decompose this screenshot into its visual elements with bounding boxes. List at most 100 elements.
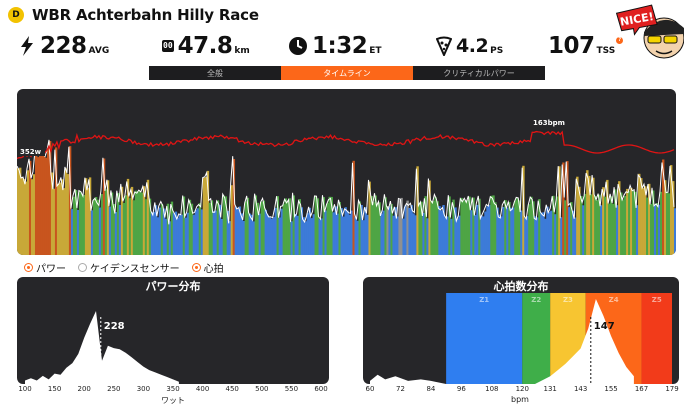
power-bar [366, 214, 369, 255]
power-bar [272, 217, 276, 255]
power-bar [550, 210, 553, 255]
power-bar [26, 170, 30, 255]
legend-hr-label: 心拍 [203, 264, 224, 275]
power-bar [568, 207, 571, 255]
power-bar [642, 187, 645, 255]
power-bar [432, 201, 435, 255]
power-dist-title: パワー分布 [145, 280, 201, 293]
power-bar [600, 205, 603, 255]
peak-power-marker: 352w [17, 146, 45, 156]
power-bar [438, 206, 441, 255]
axis-tick: 108 [485, 385, 499, 393]
power-bar [442, 205, 445, 255]
tab-critical-power[interactable]: クリティカルパワー [413, 66, 545, 80]
power-bar [292, 195, 295, 255]
view-tabs: 全般 タイムライン クリティカルパワー [149, 66, 545, 80]
power-bar [238, 206, 242, 255]
power-bar [302, 217, 305, 255]
power-bar [372, 202, 375, 255]
power-bar [206, 170, 210, 255]
power-bar [346, 210, 349, 255]
power-bar [554, 214, 557, 255]
timeline-chart[interactable]: 163bpm 352w [17, 89, 676, 255]
power-bar [338, 202, 341, 255]
power-bar [666, 191, 669, 255]
power-bar [606, 179, 609, 255]
distribution-area [25, 311, 179, 384]
power-bar [596, 200, 599, 255]
power-bar [416, 166, 419, 255]
power-bar [652, 190, 655, 255]
power-bar [424, 196, 427, 255]
category-badge: D [8, 7, 24, 23]
avg-power-stat: 228 AVG [18, 30, 109, 58]
tab-timeline[interactable]: タイムライン [281, 66, 413, 80]
tss-info-icon[interactable]: ? [616, 37, 624, 44]
power-bar [290, 221, 293, 255]
power-bar [210, 200, 214, 255]
power-bar [318, 219, 321, 255]
power-bar [570, 202, 573, 255]
legend-hr-toggle[interactable]: 心拍 [191, 260, 224, 275]
heart-rate-line [17, 130, 675, 160]
power-bar [172, 213, 176, 255]
tss-unit: TSS [596, 46, 616, 56]
power-bar [56, 183, 60, 255]
power-bar [32, 174, 36, 255]
power-bar [50, 172, 54, 255]
power-bar [502, 207, 505, 255]
power-radio[interactable] [24, 263, 33, 272]
power-bar [490, 195, 493, 255]
power-bar [636, 205, 639, 255]
power-bar [528, 204, 531, 255]
power-bar [34, 151, 38, 255]
power-bar [274, 207, 278, 255]
legend-cadence-toggle[interactable]: ケイデンスセンサー [78, 260, 180, 275]
tab-overview[interactable]: 全般 [149, 66, 281, 80]
power-bar [306, 213, 309, 255]
power-bar [108, 206, 112, 255]
power-bar [654, 205, 657, 255]
cadence-radio[interactable] [78, 263, 87, 272]
axis-tick: 84 [426, 385, 436, 393]
power-bar [70, 209, 74, 255]
power-bar [618, 181, 621, 255]
power-bar [492, 195, 495, 255]
power-bar [462, 200, 465, 255]
power-bar [572, 210, 575, 255]
power-bar [242, 221, 246, 255]
power-bar [150, 212, 154, 255]
power-bar [504, 200, 507, 255]
title-row: D WBR Achterbahn Hilly Race [8, 4, 259, 26]
power-bar [220, 219, 224, 255]
power-bar [130, 186, 134, 255]
power-bar [560, 217, 563, 255]
power-bar [194, 210, 198, 255]
power-bar [634, 191, 637, 255]
power-bar [364, 207, 367, 255]
power-bar [98, 207, 102, 255]
power-bar [82, 195, 86, 255]
power-bar [558, 166, 561, 255]
hr-radio[interactable] [191, 263, 201, 272]
power-bar [58, 182, 62, 255]
power-bar [232, 159, 236, 255]
stats-bar: 228 AVG 00 47.8 km 1:32 ET 4.2 PS 107 TS… [18, 30, 638, 58]
power-bar [296, 215, 299, 255]
power-bar [134, 190, 138, 255]
power-bar [66, 174, 70, 255]
power-bar [506, 207, 509, 255]
power-bar [136, 191, 140, 255]
power-bar [84, 178, 88, 255]
power-bar [498, 214, 501, 255]
nice-mascot-badge: NICE! [614, 2, 685, 64]
power-bar [20, 177, 24, 255]
axis-tick: 350 [166, 385, 180, 393]
power-bar [228, 221, 232, 255]
power-bar [398, 200, 401, 255]
axis-tick: 131 [543, 385, 557, 393]
power-bar [632, 190, 635, 255]
power-bar [236, 208, 240, 255]
power-bar [468, 196, 471, 255]
legend-power-toggle[interactable]: パワー [24, 260, 66, 275]
